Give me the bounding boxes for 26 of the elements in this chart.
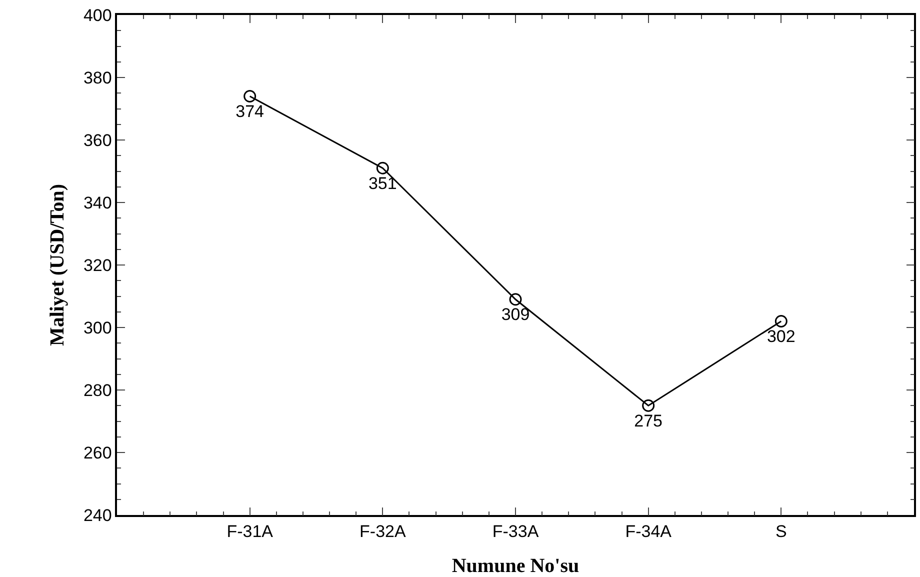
x-tick-label: F-34A [625, 522, 672, 542]
data-label: 309 [501, 305, 530, 324]
data-label: 374 [236, 102, 264, 121]
point [509, 293, 522, 306]
point [376, 162, 389, 174]
point [244, 90, 256, 102]
y-tick-label: 280 [83, 380, 112, 400]
x-axis-title: Numune No'su [452, 555, 580, 577]
point [642, 399, 655, 412]
y-axis-title: Maliyet (USD/Ton) [46, 184, 68, 346]
y-tick-label: 340 [83, 193, 112, 212]
x-tick-label: F-33A [492, 522, 540, 542]
y-tick-label: 260 [83, 443, 112, 462]
y-tick-label: 400 [83, 6, 112, 25]
y-tick-label: 380 [83, 68, 112, 88]
x-tick-label: F-32A [360, 522, 406, 542]
y-tick-label: 320 [83, 256, 112, 275]
data-label: 351 [368, 174, 397, 193]
y-tick-label: 240 [83, 506, 112, 525]
y-tick-label: 360 [83, 130, 112, 150]
x-tick-label: F-31A [226, 522, 274, 542]
data-label: 302 [766, 326, 796, 346]
x-tick-label: S [776, 522, 787, 542]
point [774, 315, 788, 328]
y-tick-label: 300 [83, 318, 112, 338]
data-label: 275 [634, 411, 663, 430]
